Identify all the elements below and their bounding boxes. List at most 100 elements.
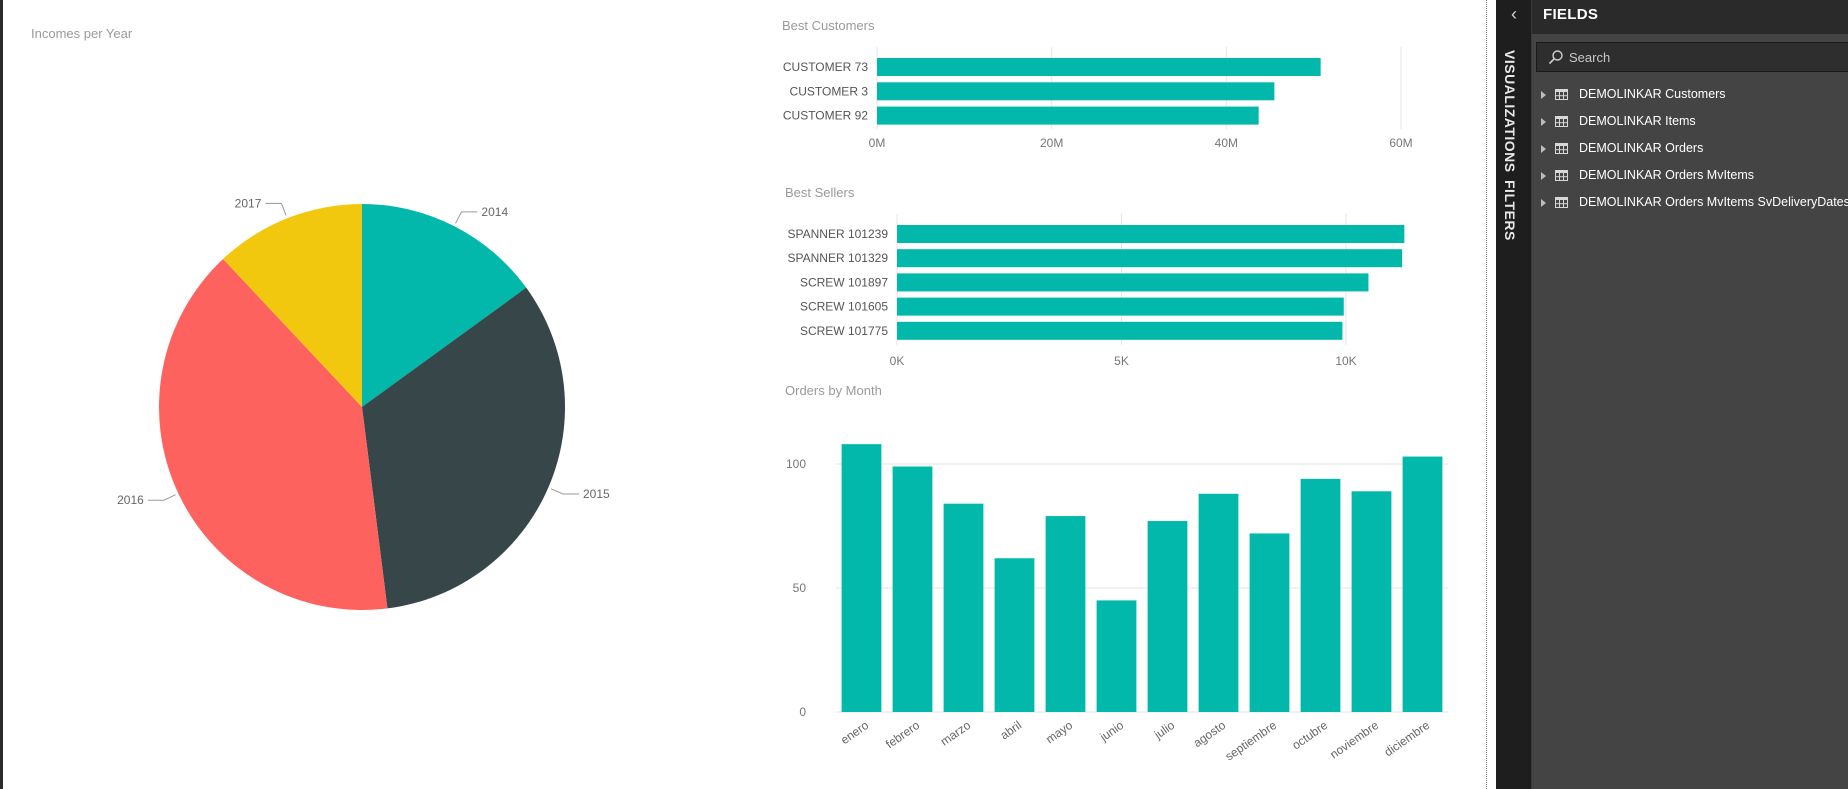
ord-bar[interactable] (1402, 456, 1443, 712)
expand-caret-icon[interactable] (1541, 91, 1546, 99)
cust-category-label: CUSTOMER 3 (790, 84, 869, 98)
canvas-divider (1486, 0, 1487, 789)
ord-bar[interactable] (1045, 516, 1086, 712)
sell-bar[interactable] (897, 225, 1405, 243)
pie-slice-2015[interactable] (362, 287, 565, 609)
report-canvas: Incomes per Year 2014 2015 2016 2017 Best C… (31, 18, 1448, 764)
incomes-chart-title: Incomes per Year (31, 26, 133, 41)
pie-leader-line (455, 211, 478, 224)
ord-bar[interactable] (1249, 533, 1290, 712)
cust-x-tick-label: 0M (869, 136, 886, 150)
pie-label: 2017 (235, 196, 262, 210)
sell-bar[interactable] (897, 249, 1403, 268)
pie-leader-line (550, 488, 579, 495)
field-table-label: DEMOLINKAR Orders MvItems (1579, 168, 1755, 182)
pie-leader-line (147, 494, 176, 501)
best-customers-chart[interactable]: Best Customers CUSTOMER 73 CUSTOMER 3 CUST… (782, 18, 1413, 150)
orders-by-month-chart[interactable]: Orders by Month enero febrero marzo abril ma… (785, 383, 1448, 764)
pie-label: 2015 (583, 487, 610, 501)
best-sellers-chart[interactable]: Best Sellers SPANNER 101239 SPANNER 10132… (785, 185, 1405, 368)
sellers-chart-title: Best Sellers (785, 185, 855, 200)
ord-category-label: junio (1097, 718, 1127, 745)
ord-bar[interactable] (1351, 491, 1392, 712)
ord-y-tick-label: 100 (786, 457, 806, 471)
pie-slice-2014[interactable] (362, 204, 527, 407)
search-input[interactable] (1569, 47, 1839, 67)
tab-filters[interactable]: FILTERS (1502, 180, 1518, 241)
fields-title: FIELDS (1543, 6, 1599, 23)
sell-category-label: SCREW 101605 (800, 300, 888, 314)
field-table-item[interactable]: DEMOLINKAR Orders MvItems (1532, 167, 1848, 194)
expand-caret-icon[interactable] (1541, 172, 1546, 180)
sell-category-label: SPANNER 101239 (788, 227, 889, 241)
ord-bar[interactable] (943, 503, 984, 712)
cust-x-tick-label: 60M (1389, 136, 1412, 150)
table-icon (1555, 89, 1568, 100)
field-table-label: DEMOLINKAR Orders (1579, 141, 1704, 155)
cust-bar[interactable] (877, 58, 1321, 76)
ord-bar[interactable] (994, 558, 1035, 712)
sell-x-tick-label: 10K (1335, 354, 1356, 368)
cust-bar[interactable] (877, 82, 1275, 101)
field-table-item[interactable]: DEMOLINKAR Items (1532, 113, 1848, 140)
ord-bar[interactable] (892, 466, 933, 712)
ord-category-label: marzo (938, 718, 974, 749)
expand-caret-icon[interactable] (1541, 118, 1546, 126)
collapse-chevron-icon[interactable]: ‹ (1511, 4, 1517, 24)
pie-leader-line (265, 202, 287, 216)
ord-category-label: diciembre (1382, 718, 1433, 759)
ord-category-label: mayo (1043, 718, 1075, 746)
expand-caret-icon[interactable] (1541, 145, 1546, 153)
sell-category-label: SPANNER 101329 (788, 251, 889, 265)
expand-caret-icon[interactable] (1541, 199, 1546, 207)
table-icon (1555, 170, 1568, 181)
pie-slice-2016[interactable] (158, 259, 388, 610)
ord-y-tick-label: 50 (793, 581, 807, 595)
incomes-pie-chart[interactable]: Incomes per Year 2014 2015 2016 2017 (31, 26, 610, 610)
cust-x-tick-label: 40M (1215, 136, 1238, 150)
ord-y-tick-label: 0 (799, 705, 806, 719)
report-charts: Incomes per Year 2014 2015 2016 2017 Best C… (31, 18, 1448, 764)
customers-chart-title: Best Customers (782, 18, 875, 33)
ord-category-label: enero (838, 718, 871, 747)
sell-x-tick-label: 5K (1114, 354, 1129, 368)
tab-visualizations[interactable]: VISUALIZATIONS (1502, 50, 1518, 173)
sell-category-label: SCREW 101897 (800, 275, 888, 289)
sell-category-label: SCREW 101775 (800, 324, 888, 338)
ord-bar[interactable] (1147, 521, 1188, 712)
pie-slice-2017[interactable] (223, 204, 362, 407)
ord-category-label: febrero (883, 718, 922, 751)
field-table-item[interactable]: DEMOLINKAR Orders (1532, 140, 1848, 167)
ord-bar[interactable] (1096, 600, 1137, 712)
canvas-left-edge (0, 0, 3, 789)
ord-category-label: agosto (1191, 718, 1229, 750)
field-table-item[interactable]: DEMOLINKAR Customers (1532, 86, 1848, 113)
cust-x-tick-label: 20M (1040, 136, 1063, 150)
search-icon (1548, 50, 1563, 65)
table-icon (1555, 197, 1568, 208)
ord-bar[interactable] (1300, 478, 1341, 712)
orders-chart-title: Orders by Month (785, 383, 882, 398)
sell-x-tick-label: 0K (890, 354, 905, 368)
fields-header: FIELDS (1532, 0, 1848, 34)
field-table-label: DEMOLINKAR Items (1579, 114, 1696, 128)
table-icon (1555, 143, 1568, 154)
ord-bar[interactable] (1198, 493, 1239, 712)
pie-label: 2016 (117, 493, 144, 507)
sell-bar[interactable] (897, 273, 1369, 292)
ord-category-label: noviembre (1327, 718, 1381, 762)
ord-bar[interactable] (841, 444, 882, 712)
pane-switcher: ‹ VISUALIZATIONS FILTERS (1496, 0, 1531, 789)
sell-bar[interactable] (897, 321, 1343, 340)
cust-category-label: CUSTOMER 92 (783, 109, 868, 123)
field-table-item[interactable]: DEMOLINKAR Orders MvItems SvDeliveryDate… (1532, 194, 1848, 221)
cust-bar[interactable] (877, 106, 1259, 125)
ord-category-label: julio (1151, 718, 1178, 742)
field-table-label: DEMOLINKAR Customers (1579, 87, 1726, 101)
sell-bar[interactable] (897, 297, 1344, 316)
pie-label: 2014 (481, 205, 508, 219)
ord-category-label: abril (998, 718, 1025, 742)
search-box[interactable] (1536, 42, 1848, 72)
field-list: DEMOLINKAR Customers DEMOLINKAR Items DE… (1532, 86, 1848, 221)
table-icon (1555, 116, 1568, 127)
